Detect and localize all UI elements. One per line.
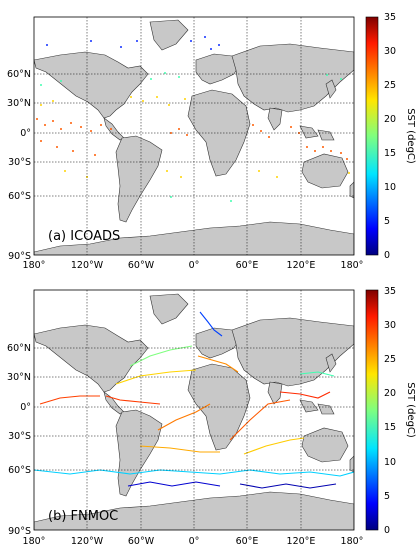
colorbar-ticks-a: 0 5 10 15 20 25 30 35 xyxy=(384,12,396,261)
sst-observations-a xyxy=(36,36,350,202)
lat-tick-30n-a: 30°N xyxy=(7,98,31,109)
cbar-tick-35-a: 35 xyxy=(384,12,396,23)
cbar-tick-0-a: 0 xyxy=(384,250,390,261)
track-cape-b xyxy=(139,445,220,453)
lon-tick-60e-b: 60°E xyxy=(236,536,259,547)
map-frame-b xyxy=(33,289,355,531)
panel-b: (b) FNMOC 90°S 60°S 30°S 0° 30°N 60°N 18… xyxy=(7,286,416,547)
lat-tick-0-b: 0° xyxy=(20,402,31,413)
colorbar-gradient-a xyxy=(365,16,379,256)
track-asia-b xyxy=(279,391,331,399)
cbar-tick-15-a: 15 xyxy=(384,148,396,159)
lon-tick-60w-a: 60°W xyxy=(128,260,155,271)
cbar-tick-20-a: 20 xyxy=(384,114,396,125)
lon-ticks-a: 180° 120°W 60°W 0° 60°E 120°E 180° xyxy=(23,260,364,271)
colorbar-gradient-b xyxy=(365,289,379,531)
colorbar-ticks-b: 0 5 10 15 20 25 30 35 xyxy=(384,286,396,536)
lat-tick-90s-b: 90°S xyxy=(8,526,31,537)
cbar-tick-30-a: 30 xyxy=(384,46,396,57)
lat-tick-60n-a: 60°N xyxy=(7,69,31,80)
lat-tick-60s-b: 60°S xyxy=(8,465,31,476)
track-pacific-nw-b xyxy=(299,371,335,377)
cbar-tick-25-a: 25 xyxy=(384,80,396,91)
cbar-tick-25-b: 25 xyxy=(384,354,396,365)
land-a xyxy=(34,19,354,255)
gridlines-a xyxy=(34,17,354,255)
lat-tick-30n-b: 30°N xyxy=(7,372,31,383)
track-pacific-b xyxy=(39,395,100,405)
lon-ticks-b: 180° 120°W 60°W 0° 60°E 120°E 180° xyxy=(23,536,364,547)
lon-tick-60e-a: 60°E xyxy=(236,260,259,271)
cbar-tick-35-b: 35 xyxy=(384,286,396,297)
map-area-b xyxy=(34,290,354,530)
lon-tick-60w-b: 60°W xyxy=(128,536,155,547)
obs-band-midlat-a xyxy=(40,72,342,202)
lat-tick-90s-a: 90°S xyxy=(8,251,31,262)
lat-tick-60s-a: 60°S xyxy=(8,191,31,202)
track-caribbean-b xyxy=(105,395,161,405)
lat-tick-30s-a: 30°S xyxy=(8,157,31,168)
obs-band-tropics-a xyxy=(36,118,348,160)
cbar-tick-0-b: 0 xyxy=(384,525,390,536)
obs-band-highlat-a xyxy=(46,36,220,50)
colorbar-label-a: SST (degC) xyxy=(405,108,416,164)
lon-tick-180w-b: 180° xyxy=(23,536,46,547)
panel-label-a: (a) ICOADS xyxy=(48,229,120,244)
track-southern-ocean-2-b xyxy=(127,481,221,487)
map-frame-a xyxy=(33,16,355,256)
track-norway-b xyxy=(199,311,223,337)
track-indian-aus-b xyxy=(243,437,305,455)
colorbar-label-b: SST (degC) xyxy=(405,382,416,438)
panel-label-b: (b) FNMOC xyxy=(48,509,118,524)
lon-tick-0-b: 0° xyxy=(189,536,200,547)
track-indian-b xyxy=(229,399,291,441)
lon-tick-120e-b: 120°E xyxy=(287,536,316,547)
land-b xyxy=(34,293,354,530)
gridlines-b xyxy=(34,290,354,530)
sst-observations-b xyxy=(34,311,354,489)
lat-ticks-a: 90°S 60°S 30°S 0° 30°N 60°N xyxy=(7,69,31,262)
lon-tick-120w-a: 120°W xyxy=(71,260,104,271)
lon-tick-180w-a: 180° xyxy=(23,260,46,271)
obs-band-subtropics-a xyxy=(40,96,350,178)
track-med-b xyxy=(197,355,239,373)
lat-ticks-b: 90°S 60°S 30°S 0° 30°N 60°N xyxy=(7,343,31,537)
cbar-tick-10-b: 10 xyxy=(384,457,396,468)
cbar-tick-5-b: 5 xyxy=(384,491,390,502)
lon-tick-120w-b: 120°W xyxy=(71,536,104,547)
track-atlantic-cross-b xyxy=(115,369,197,385)
lon-tick-120e-a: 120°E xyxy=(287,260,316,271)
lat-tick-0-a: 0° xyxy=(20,128,31,139)
track-southern-ocean-3-b xyxy=(239,483,337,489)
lon-tick-0-a: 0° xyxy=(189,260,200,271)
lat-tick-30s-b: 30°S xyxy=(8,431,31,442)
lon-tick-180e-a: 180° xyxy=(341,260,364,271)
cbar-tick-15-b: 15 xyxy=(384,422,396,433)
colorbar-b: 0 5 10 15 20 25 30 35 SST (degC) xyxy=(365,286,416,536)
track-southern-ocean-1-b xyxy=(34,469,354,477)
cbar-tick-10-a: 10 xyxy=(384,182,396,193)
track-brazil-africa-b xyxy=(157,403,211,431)
map-area-a xyxy=(34,17,354,255)
cbar-tick-5-a: 5 xyxy=(384,216,390,227)
lat-tick-60n-b: 60°N xyxy=(7,343,31,354)
panel-a: (a) ICOADS 90°S 60°S 30°S 0° 30°N 60°N 1… xyxy=(7,12,416,271)
lon-tick-180e-b: 180° xyxy=(341,536,364,547)
cbar-tick-20-b: 20 xyxy=(384,388,396,399)
cbar-tick-30-b: 30 xyxy=(384,320,396,331)
colorbar-a: 0 5 10 15 20 25 30 35 SST (degC) xyxy=(365,12,416,261)
